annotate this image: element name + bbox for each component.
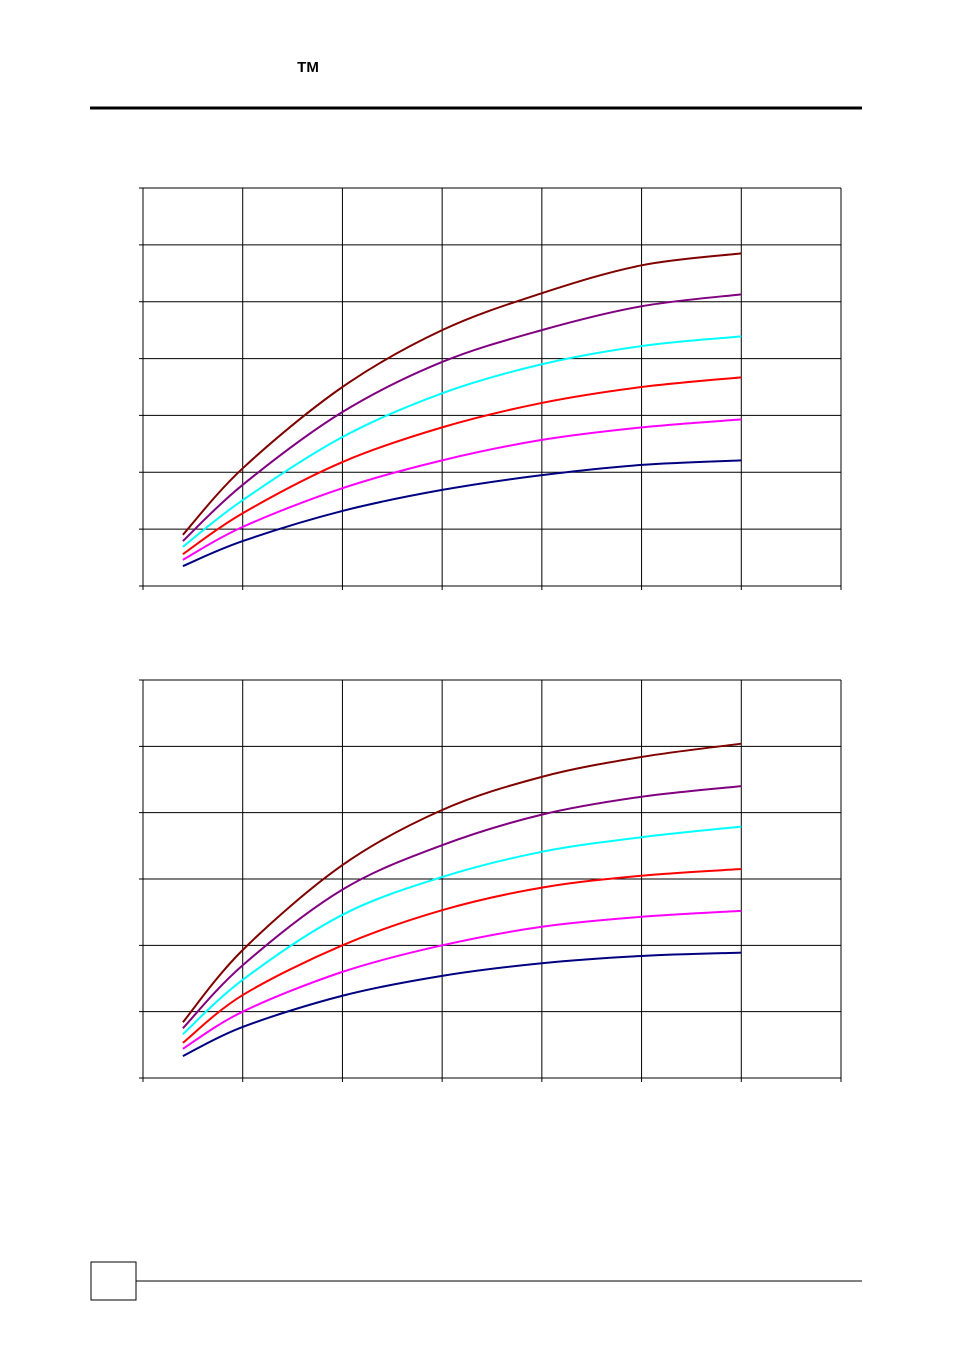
series-line: [182, 868, 742, 1044]
series-line: [182, 293, 742, 542]
series-line: [182, 825, 742, 1035]
series-line: [182, 785, 742, 1029]
series-line: [182, 376, 742, 555]
page-number-box: [90, 1261, 137, 1301]
trademark: TM: [297, 59, 319, 76]
series-line: [182, 335, 742, 548]
series-line: [182, 459, 742, 568]
series-line: [182, 418, 742, 561]
series-line: [182, 742, 742, 1023]
series-line: [182, 951, 742, 1058]
series-line: [182, 909, 742, 1050]
series-line: [182, 252, 742, 536]
